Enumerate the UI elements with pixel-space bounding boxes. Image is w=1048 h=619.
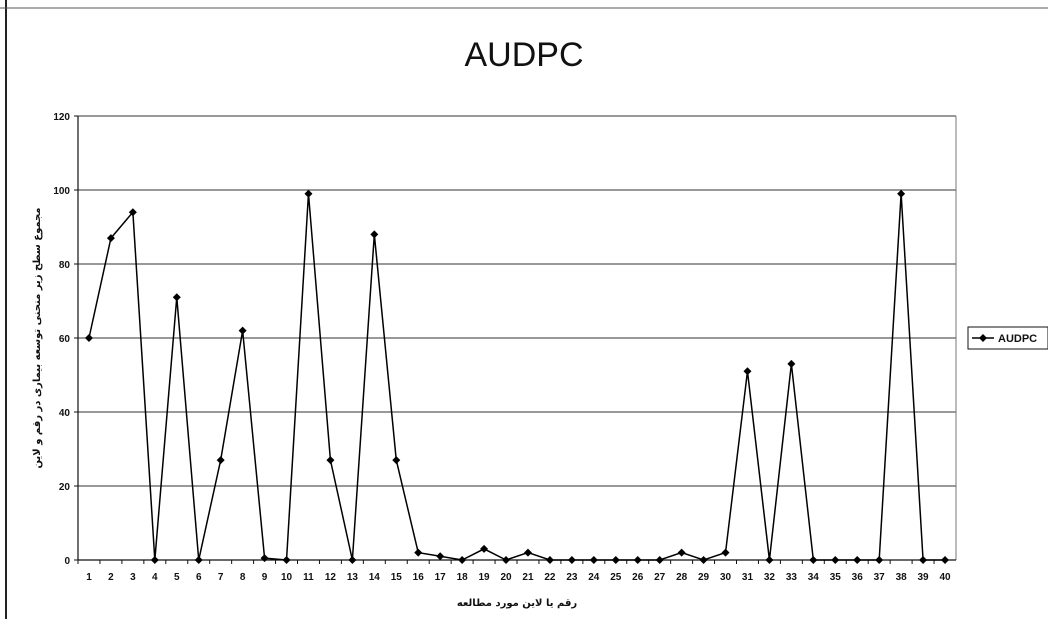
x-tick-label: 30 — [720, 572, 732, 583]
data-point — [348, 556, 357, 564]
x-tick-label: 21 — [522, 572, 534, 583]
data-point — [611, 556, 620, 564]
x-tick-label: 38 — [896, 572, 908, 583]
x-tick-label: 26 — [632, 572, 644, 583]
data-point — [370, 230, 379, 239]
y-tick-label: 120 — [53, 112, 70, 123]
x-tick-label: 8 — [240, 572, 246, 583]
x-tick-label: 40 — [939, 572, 951, 583]
x-tick-label: 19 — [479, 572, 491, 583]
x-tick-label: 32 — [764, 572, 776, 583]
x-tick-label: 2 — [108, 572, 114, 583]
data-point — [106, 234, 115, 243]
data-point — [787, 359, 796, 368]
x-tick-label: 24 — [588, 572, 600, 583]
data-point — [809, 556, 818, 564]
x-tick-label: 6 — [196, 572, 202, 583]
x-tick-label: 13 — [347, 572, 359, 583]
data-point — [392, 456, 401, 465]
x-tick-label: 4 — [152, 572, 158, 583]
x-tick-label: 37 — [874, 572, 886, 583]
x-tick-label: 15 — [391, 572, 403, 583]
x-tick-label: 20 — [500, 572, 512, 583]
legend-label: AUDPC — [998, 333, 1037, 345]
x-tick-label: 31 — [742, 572, 754, 583]
x-tick-label: 9 — [262, 572, 268, 583]
y-tick-label: 80 — [59, 260, 71, 271]
data-point — [282, 556, 291, 564]
y-tick-label: 100 — [53, 186, 70, 197]
x-tick-label: 35 — [830, 572, 842, 583]
y-axis-label: مجموع سطح زیر منحنی توسعه بیماری در رقم … — [32, 208, 43, 469]
data-point — [502, 556, 511, 564]
data-point — [721, 548, 730, 557]
y-tick-label: 60 — [59, 334, 71, 345]
chart-title: AUDPC — [464, 36, 584, 74]
data-point — [897, 189, 906, 198]
data-point — [831, 556, 840, 564]
data-point — [699, 556, 708, 564]
y-tick-label: 0 — [64, 556, 70, 567]
data-point — [304, 189, 313, 198]
x-tick-label: 36 — [852, 572, 864, 583]
data-point — [633, 556, 642, 564]
x-axis-label: رقم یا لاین مورد مطالعه — [457, 598, 578, 609]
data-point — [589, 556, 598, 564]
x-tick-label: 3 — [130, 572, 136, 583]
x-tick-label: 28 — [676, 572, 688, 583]
data-point — [84, 334, 93, 342]
data-point — [765, 556, 774, 564]
x-tick-label: 16 — [413, 572, 425, 583]
data-point — [853, 556, 862, 564]
y-tick-label: 40 — [59, 408, 71, 419]
data-point — [743, 367, 752, 376]
x-tick-label: 17 — [435, 572, 447, 583]
x-tick-label: 12 — [325, 572, 337, 583]
x-tick-label: 34 — [808, 572, 820, 583]
series-line — [88, 193, 946, 561]
data-point — [919, 556, 928, 564]
legend-marker — [979, 334, 987, 342]
data-point — [194, 556, 203, 564]
data-point — [238, 326, 247, 335]
data-point — [414, 548, 423, 557]
data-point — [523, 548, 532, 557]
data-point — [875, 556, 884, 564]
data-point — [326, 456, 335, 465]
data-point — [172, 293, 181, 302]
data-point — [260, 554, 269, 563]
data-point — [941, 556, 950, 564]
y-tick-label: 20 — [59, 482, 71, 493]
data-point — [216, 456, 225, 465]
x-tick-label: 14 — [369, 572, 381, 583]
x-tick-label: 23 — [566, 572, 578, 583]
data-point — [655, 556, 664, 564]
legend-box — [967, 326, 1048, 350]
data-point — [458, 556, 467, 564]
x-tick-label: 18 — [457, 572, 469, 583]
x-tick-label: 22 — [544, 572, 556, 583]
data-point — [480, 544, 489, 553]
x-tick-label: 25 — [610, 572, 622, 583]
x-tick-label: 39 — [918, 572, 930, 583]
x-tick-label: 10 — [281, 572, 293, 583]
data-point — [436, 552, 445, 561]
x-tick-label: 11 — [303, 572, 314, 583]
data-point — [567, 556, 576, 564]
data-point — [545, 556, 554, 564]
data-point — [128, 208, 137, 217]
x-tick-label: 27 — [654, 572, 666, 583]
data-point — [677, 548, 686, 557]
data-point — [150, 556, 159, 564]
x-tick-label: 1 — [86, 572, 92, 583]
x-tick-label: 29 — [698, 572, 710, 583]
x-tick-label: 33 — [786, 572, 798, 583]
x-tick-label: 7 — [218, 572, 224, 583]
x-tick-label: 5 — [174, 572, 180, 583]
